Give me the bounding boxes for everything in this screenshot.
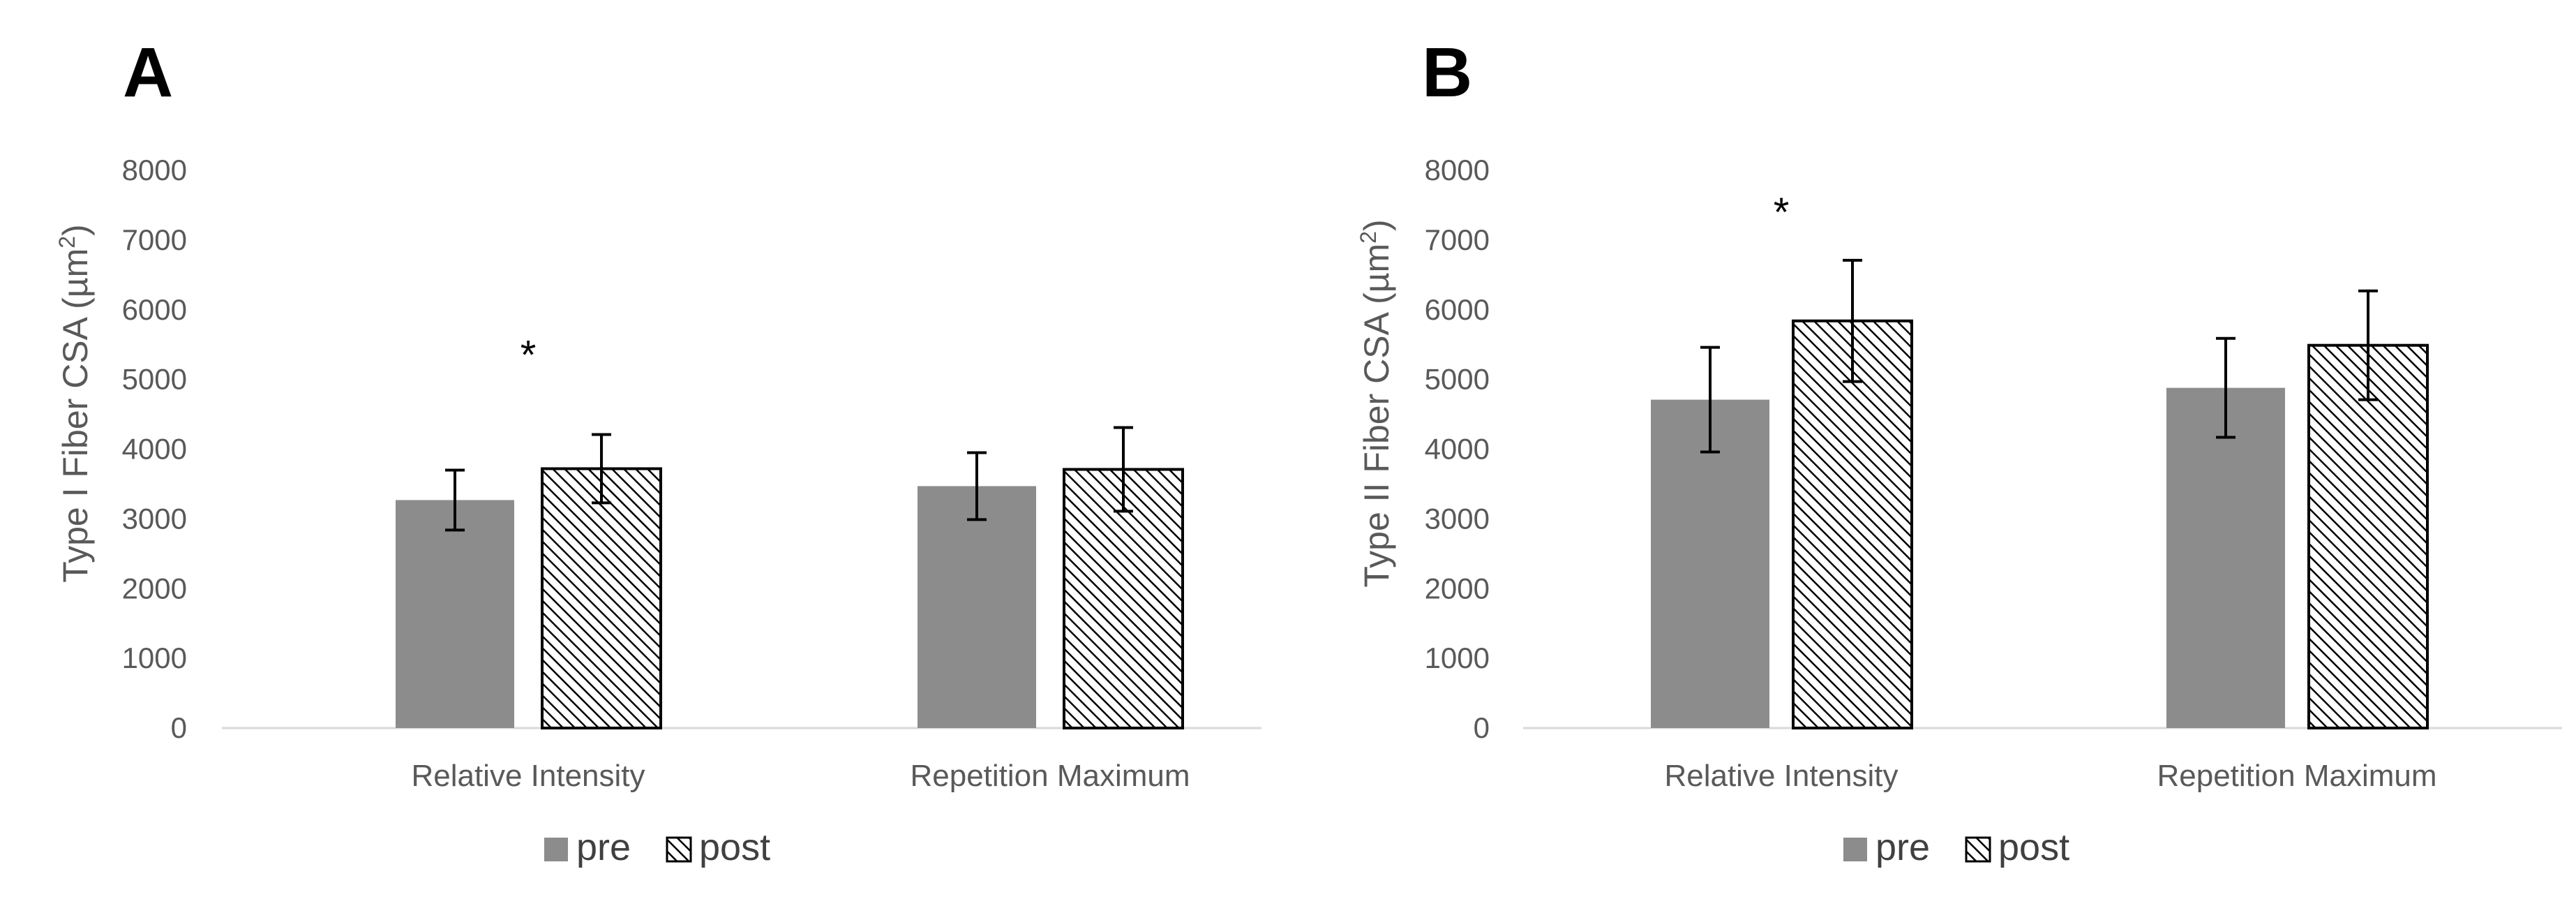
error-bar-post: [1843, 258, 1862, 383]
y-tick-label: 0: [171, 711, 187, 744]
y-axis-label-end: ): [1357, 219, 1396, 231]
y-axis-label: Type II Fiber CSA (µm2): [1356, 219, 1396, 587]
legend-label-post: post: [1998, 826, 2069, 868]
y-tick-label: 6000: [1425, 293, 1490, 326]
y-axis-label-superscript: 2: [1356, 231, 1381, 244]
bar-pre: [918, 486, 1036, 728]
error-bar-post: [1114, 426, 1133, 513]
legend: pre post: [544, 826, 770, 868]
axes: 0 1000 2000 3000 4000 5000 6000 7000 8000 Relativ…: [1425, 154, 2562, 793]
error-bar-pre: [1700, 346, 1720, 454]
bar-pre: [1651, 399, 1769, 728]
bar-post: [541, 467, 662, 730]
y-axis-label-main: Type I Fiber CSA (µm: [56, 248, 95, 583]
significance-marker: *: [521, 333, 537, 378]
legend-swatch-pre: [544, 838, 568, 861]
y-tick-label: 2000: [122, 572, 187, 604]
y-tick-label: 5000: [1425, 363, 1490, 396]
y-tick-label: 6000: [122, 293, 187, 326]
y-axis-label-main: Type II Fiber CSA (µm: [1357, 244, 1396, 588]
y-tick-label: 3000: [122, 502, 187, 535]
error-bar-post: [2358, 289, 2378, 401]
y-tick-label: 5000: [122, 363, 187, 396]
panel-label: A: [123, 34, 173, 112]
error-bar-pre: [445, 468, 465, 532]
x-category-label: Repetition Maximum: [910, 759, 1190, 793]
legend-swatch-post: [1965, 836, 1991, 863]
y-tick-label: 2000: [1425, 572, 1490, 604]
y-axis-label-superscript: 2: [54, 236, 80, 248]
y-axis-label-end: ): [56, 224, 95, 236]
y-tick-label: 4000: [122, 433, 187, 466]
legend-swatch-post: [666, 836, 692, 863]
legend-label-post: post: [699, 826, 770, 868]
bar-pre: [396, 500, 514, 728]
x-category-label: Relative Intensity: [1664, 759, 1898, 793]
y-tick-label: 4000: [1425, 433, 1490, 466]
x-category-label: Repetition Maximum: [2157, 759, 2436, 793]
y-tick-label: 8000: [122, 154, 187, 186]
panel-label: B: [1422, 34, 1472, 112]
error-bar-pre: [967, 451, 987, 521]
y-axis-label: Type I Fiber CSA (µm2): [54, 224, 95, 582]
y-tick-label: 7000: [1425, 223, 1490, 256]
error-bar-pre: [2216, 336, 2236, 439]
legend-swatch-pre: [1843, 838, 1867, 861]
bar-pre: [2166, 387, 2285, 728]
error-bar-post: [592, 433, 611, 505]
y-tick-label: 3000: [1425, 502, 1490, 535]
x-category-label: Relative Intensity: [411, 759, 645, 793]
legend: pre post: [1843, 826, 2069, 868]
panel-b: B 0 1000 2000 3000 4000 5000 6000 7000 8000 Relat…: [1356, 34, 2562, 868]
significance-marker: *: [1774, 190, 1790, 235]
bar-post: [2307, 343, 2429, 729]
y-tick-label: 1000: [122, 641, 187, 674]
legend-label-pre: pre: [576, 826, 631, 868]
y-tick-label: 1000: [1425, 641, 1490, 674]
y-tick-label: 8000: [1425, 154, 1490, 186]
y-tick-label: 0: [1474, 711, 1490, 744]
y-tick-label: 7000: [122, 223, 187, 256]
panel-a: A 0 1000 2000 3000 4000 5000 6000 7000 8000 Relat…: [54, 34, 1261, 868]
legend-label-pre: pre: [1875, 826, 1930, 868]
bar-post: [1792, 319, 1913, 730]
axes: 0 1000 2000 3000 4000 5000 6000 7000 8000 Relativ…: [122, 154, 1261, 793]
